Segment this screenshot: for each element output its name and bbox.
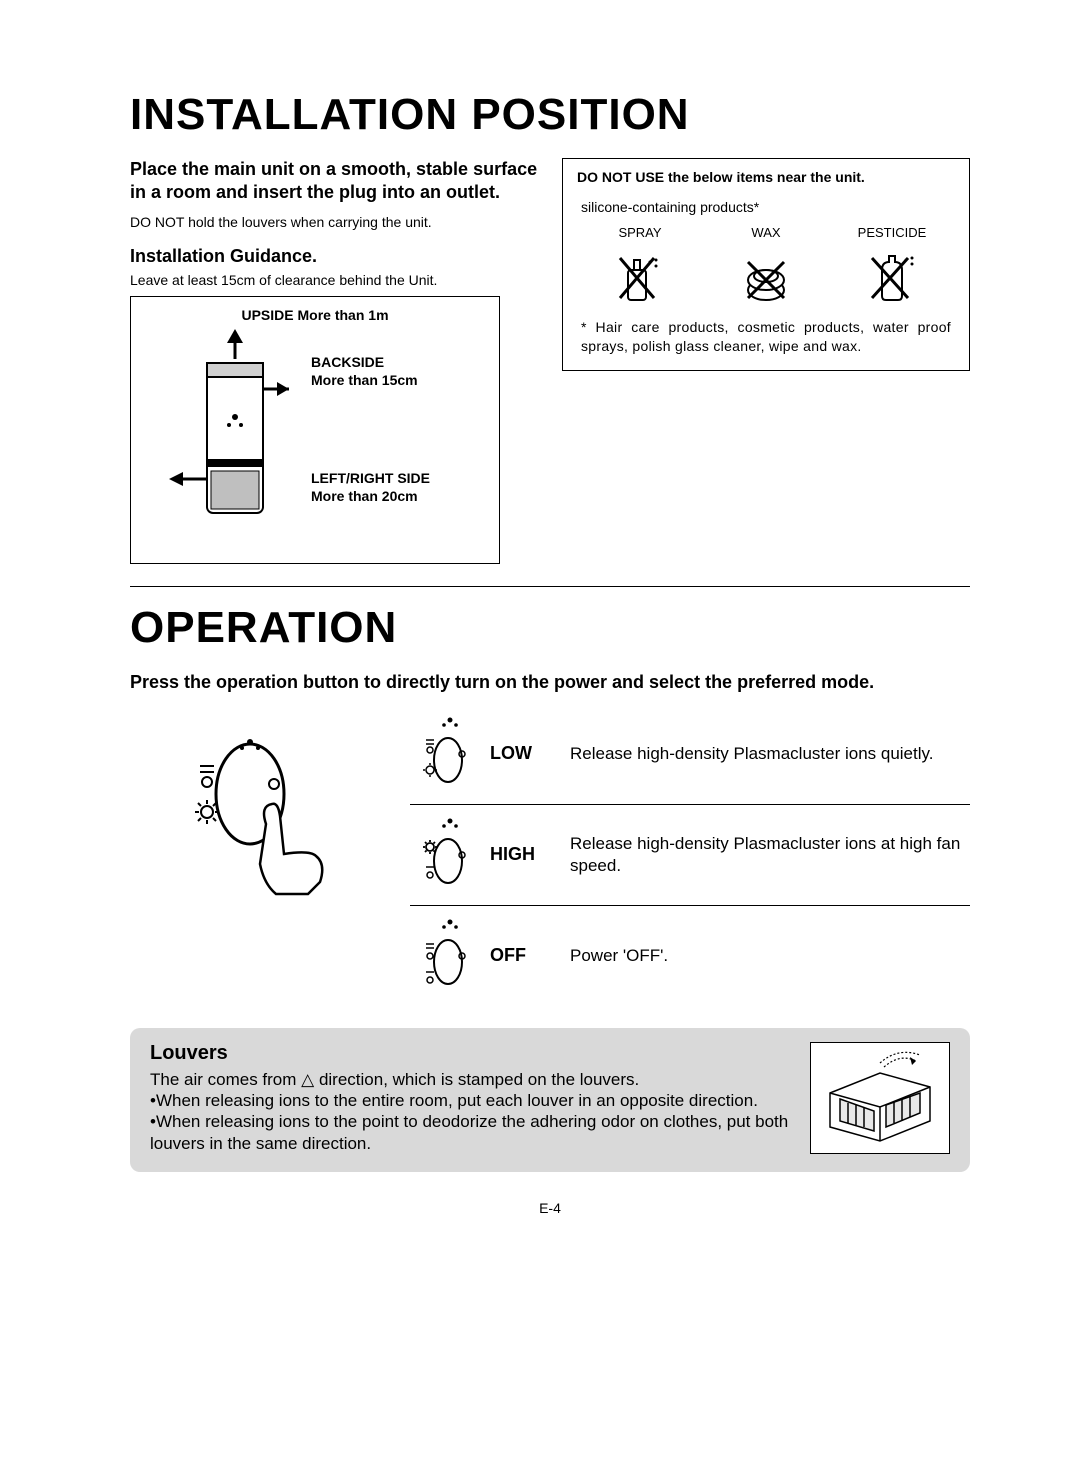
louvers-line2: •When releasing ions to the entire room,… [150, 1090, 794, 1111]
carry-caution: DO NOT hold the louvers when carrying th… [130, 213, 538, 232]
mode-high-label: HIGH [490, 844, 570, 865]
mode-row-high: HIGH Release high-density Plasmacluster … [410, 804, 970, 905]
installation-columns: Place the main unit on a smooth, stable … [130, 158, 970, 564]
warning-note: * Hair care products, cosmetic products,… [577, 318, 955, 356]
mode-low-desc: Release high-density Plasmacluster ions … [570, 743, 970, 765]
warning-title: DO NOT USE the below items near the unit… [577, 169, 955, 185]
installation-intro: Place the main unit on a smooth, stable … [130, 158, 538, 205]
mode-off-desc: Power 'OFF'. [570, 945, 970, 967]
louvers-line3: •When releasing ions to the point to deo… [150, 1111, 794, 1154]
clearance-upside-label: UPSIDE More than 1m [145, 307, 485, 323]
prohibited-item-wax-label: WAX [704, 225, 829, 240]
installation-right-col: DO NOT USE the below items near the unit… [562, 158, 970, 564]
louvers-text: Louvers The air comes from △ direction, … [150, 1042, 794, 1154]
clearance-leftright-value: More than 20cm [311, 488, 418, 504]
wax-icon [704, 248, 829, 308]
operation-button-illustration [130, 704, 410, 1006]
device-illustration [165, 329, 305, 549]
prohibited-item-pesticide: PESTICIDE [830, 225, 955, 308]
mode-high-icon [410, 817, 490, 893]
section-title-operation: OPERATION [130, 603, 970, 653]
prohibited-item-wax: WAX [704, 225, 829, 308]
mode-low-icon [410, 716, 490, 792]
manual-page: INSTALLATION POSITION Place the main uni… [0, 0, 1080, 1464]
pesticide-icon [830, 248, 955, 308]
guidance-sub: Leave at least 15cm of clearance behind … [130, 271, 538, 290]
page-number: E-4 [130, 1200, 970, 1216]
clearance-backside-label: BACKSIDE [311, 354, 384, 370]
mode-row-off: OFF Power 'OFF'. [410, 905, 970, 1006]
louvers-line1: The air comes from △ direction, which is… [150, 1069, 794, 1090]
clearance-diagram-box: UPSIDE More than 1m [130, 296, 500, 564]
warning-box: DO NOT USE the below items near the unit… [562, 158, 970, 371]
warning-sub: silicone-containing products* [577, 199, 955, 215]
mode-high-desc: Release high-density Plasmacluster ions … [570, 833, 970, 877]
section-divider [130, 586, 970, 587]
louvers-panel: Louvers The air comes from △ direction, … [130, 1028, 970, 1172]
clearance-side-labels: BACKSIDE More than 15cm LEFT/RIGHT SIDE … [311, 329, 430, 506]
mode-row-low: LOW Release high-density Plasmacluster i… [410, 704, 970, 804]
spray-icon [578, 248, 703, 308]
mode-low-label: LOW [490, 743, 570, 764]
installation-left-col: Place the main unit on a smooth, stable … [130, 158, 538, 564]
operation-intro: Press the operation button to directly t… [130, 671, 970, 694]
clearance-leftright-label: LEFT/RIGHT SIDE [311, 470, 430, 486]
louvers-body: The air comes from △ direction, which is… [150, 1069, 794, 1154]
mode-off-icon [410, 918, 490, 994]
operation-modes: LOW Release high-density Plasmacluster i… [410, 704, 970, 1006]
prohibited-item-spray-label: SPRAY [578, 225, 703, 240]
clearance-backside-value: More than 15cm [311, 372, 418, 388]
louvers-illustration [810, 1042, 950, 1154]
section-title-installation: INSTALLATION POSITION [130, 90, 970, 140]
clearance-backside: BACKSIDE More than 15cm [311, 353, 430, 389]
louvers-title: Louvers [150, 1042, 794, 1065]
guidance-heading: Installation Guidance. [130, 246, 538, 267]
operation-body: LOW Release high-density Plasmacluster i… [130, 704, 970, 1006]
prohibited-items-row: SPRAY WAX [577, 225, 955, 308]
prohibited-item-pesticide-label: PESTICIDE [830, 225, 955, 240]
mode-off-label: OFF [490, 945, 570, 966]
prohibited-item-spray: SPRAY [578, 225, 703, 308]
clearance-leftright: LEFT/RIGHT SIDE More than 20cm [311, 469, 430, 505]
